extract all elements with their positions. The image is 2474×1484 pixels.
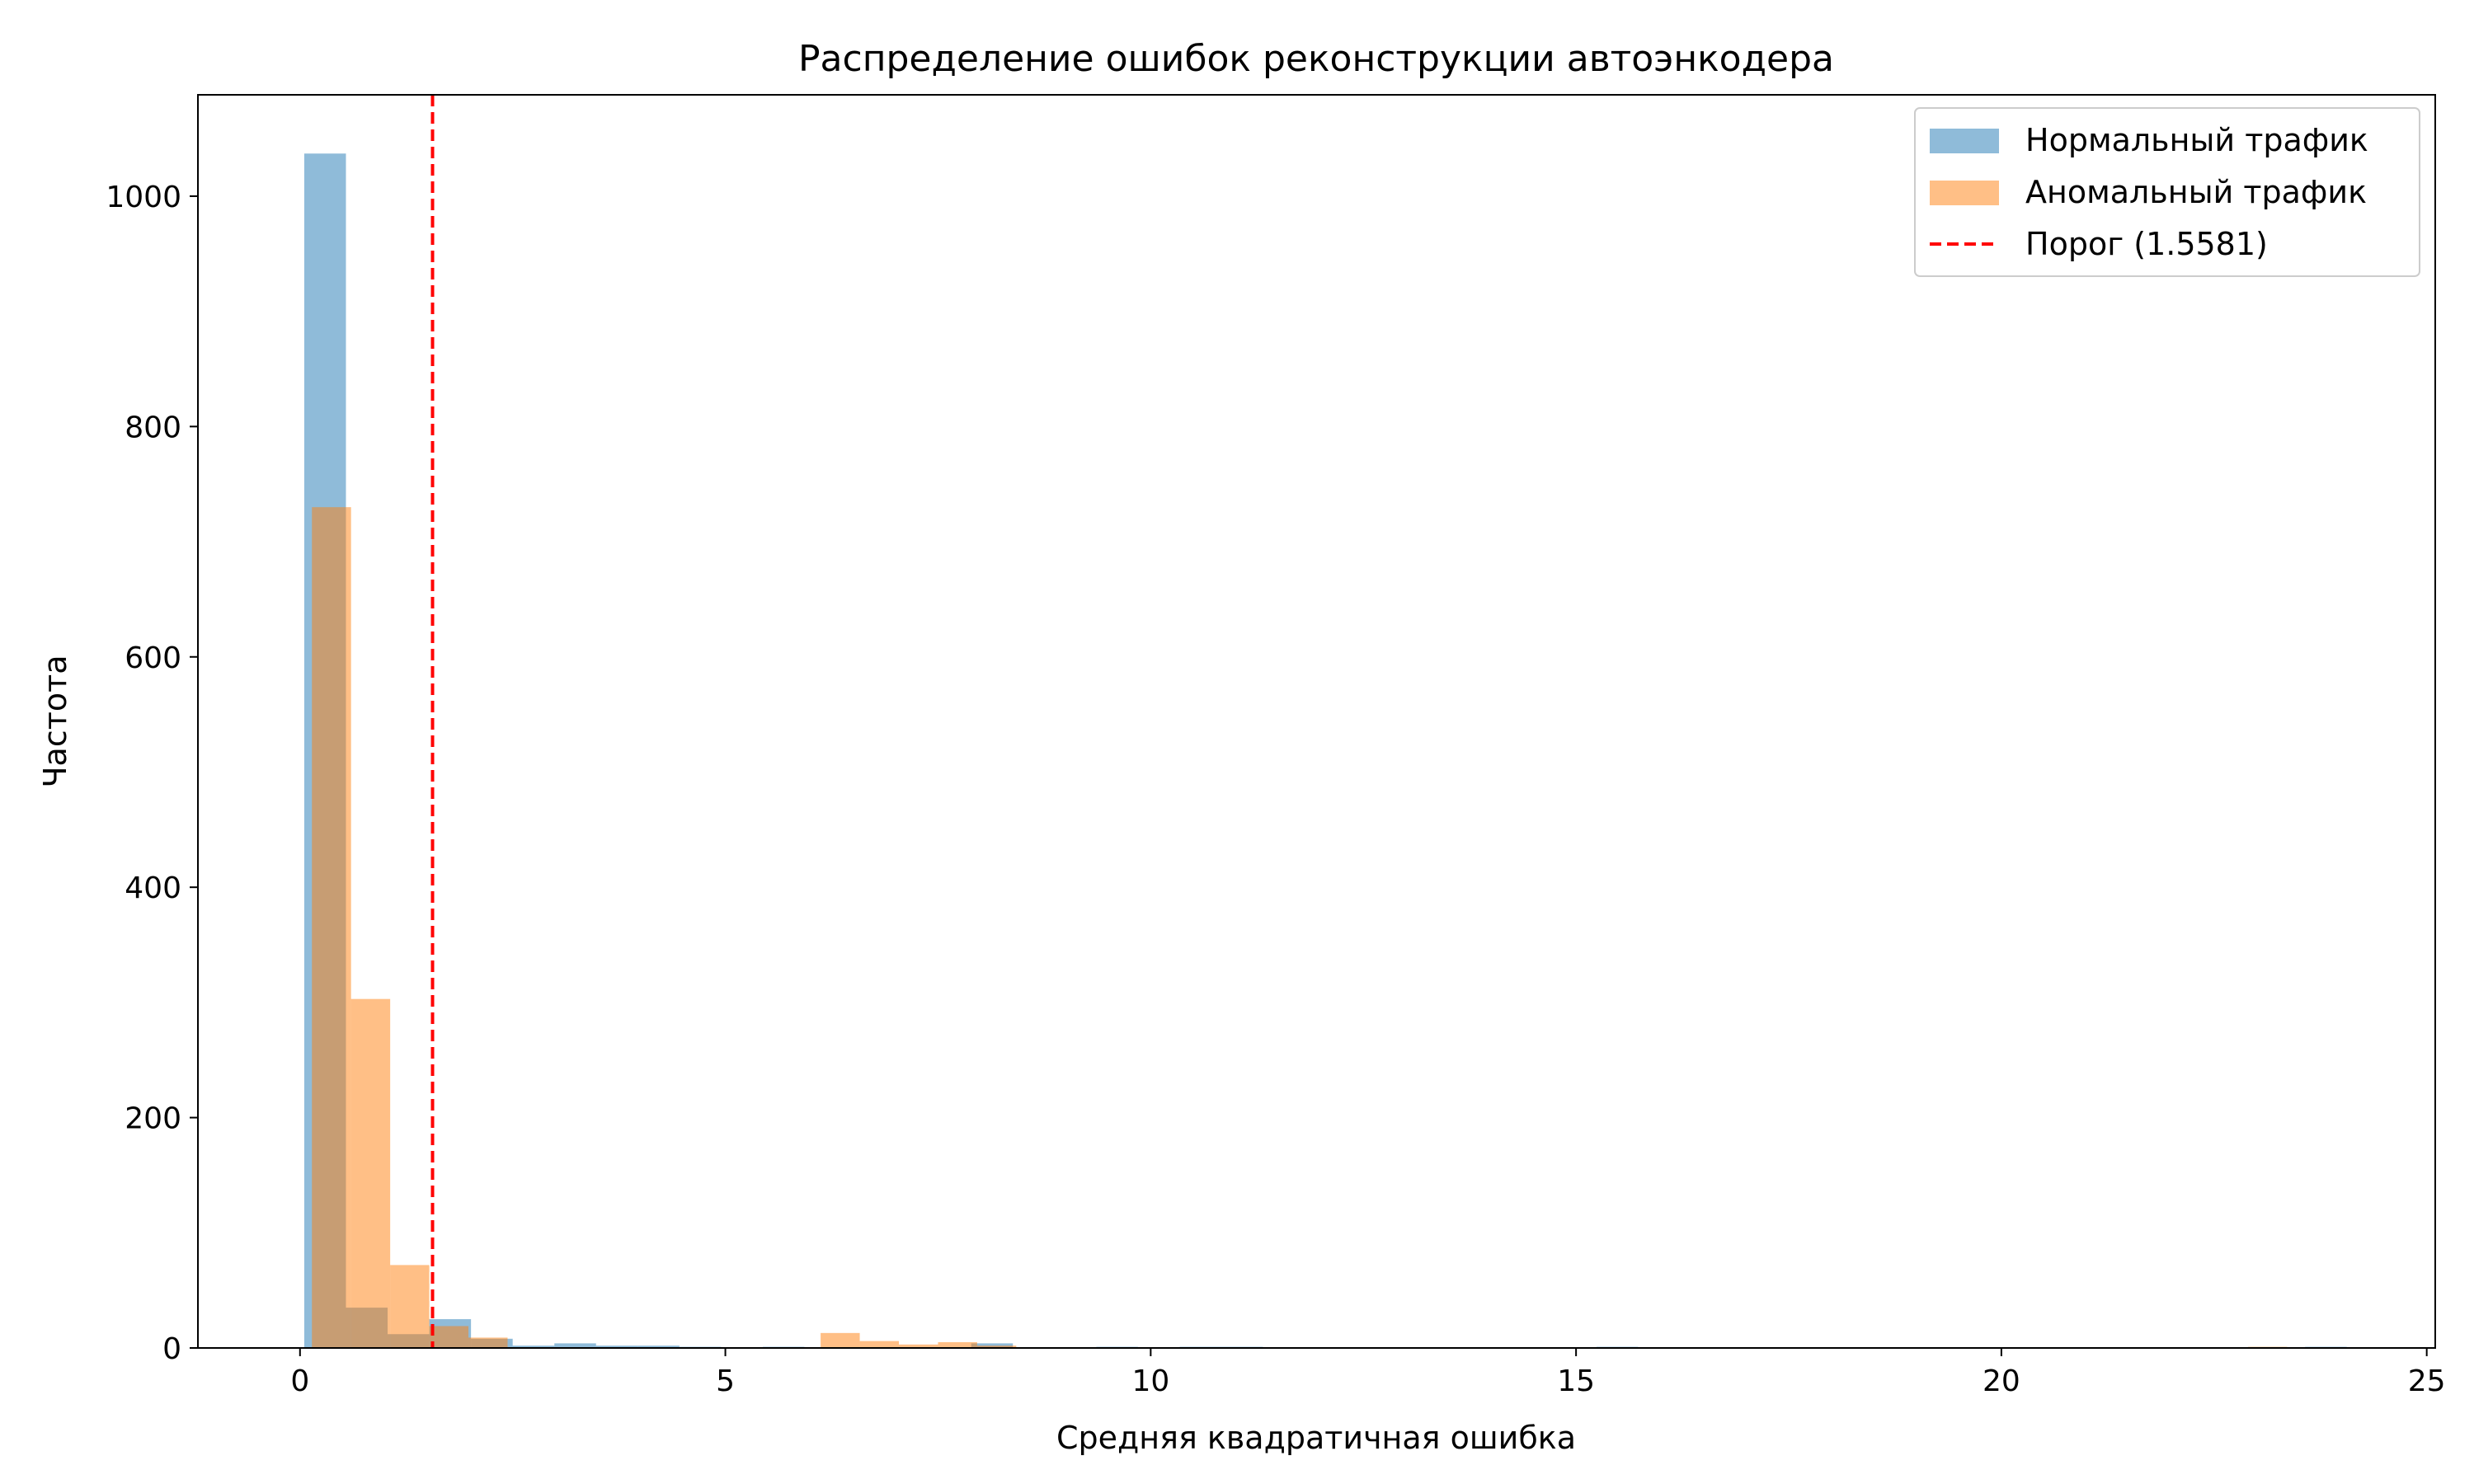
x-axis-ticks: 0 5 10 15 20 25: [290, 1348, 2446, 1398]
y-tick-label: 200: [125, 1102, 181, 1136]
histogram-bar: [899, 1344, 938, 1348]
y-axis-label: Частота: [37, 655, 73, 787]
histogram-bar: [976, 1345, 1017, 1348]
legend: Нормальный трафик Аномальный трафик Поро…: [1914, 107, 2420, 277]
y-tick-label: 600: [125, 641, 181, 675]
histogram-bar: [390, 1265, 430, 1348]
legend-swatch-normal: [1930, 129, 1999, 153]
legend-frame: [1914, 107, 2420, 277]
y-tick-label: 0: [162, 1332, 181, 1366]
histogram-bar: [468, 1337, 508, 1348]
legend-label-threshold: Порог (1.5581): [2025, 226, 2268, 262]
y-tick-label: 800: [125, 411, 181, 444]
bars-layer: [303, 153, 2347, 1348]
histogram-bar: [554, 1343, 596, 1348]
x-axis-label: Средняя квадратичная ошибка: [1056, 1420, 1576, 1456]
histogram-bar: [971, 1343, 1014, 1348]
histogram-bar: [821, 1332, 860, 1348]
histogram-bar: [312, 507, 351, 1348]
plot-frame: [197, 94, 2436, 1349]
histogram-bar: [637, 1345, 680, 1348]
legend-label-anomalous: Аномальный трафик: [2025, 174, 2367, 210]
x-tick-label: 5: [716, 1364, 735, 1398]
legend-label-normal: Нормальный трафик: [2025, 122, 2368, 158]
chart-title: Распределение ошибок реконструкции автоэ…: [798, 38, 1834, 80]
x-tick-label: 15: [1557, 1364, 1595, 1398]
x-tick-label: 0: [290, 1364, 309, 1398]
histogram-bar: [350, 998, 391, 1348]
x-tick-label: 10: [1131, 1364, 1169, 1398]
histogram-bar: [938, 1342, 977, 1348]
histogram-bar: [595, 1345, 638, 1348]
y-axis-ticks: 0 200 400 600 800 1000: [106, 181, 198, 1366]
series-1-bars: [312, 507, 2288, 1348]
x-tick-label: 25: [2408, 1364, 2446, 1398]
histogram-bar: [512, 1345, 555, 1348]
x-tick-label: 20: [1982, 1364, 2020, 1398]
y-tick-label: 1000: [106, 181, 181, 214]
histogram-bar: [859, 1341, 899, 1348]
legend-swatch-anomalous: [1930, 181, 1999, 205]
histogram-bar: [429, 1326, 469, 1348]
y-tick-label: 400: [125, 871, 181, 905]
